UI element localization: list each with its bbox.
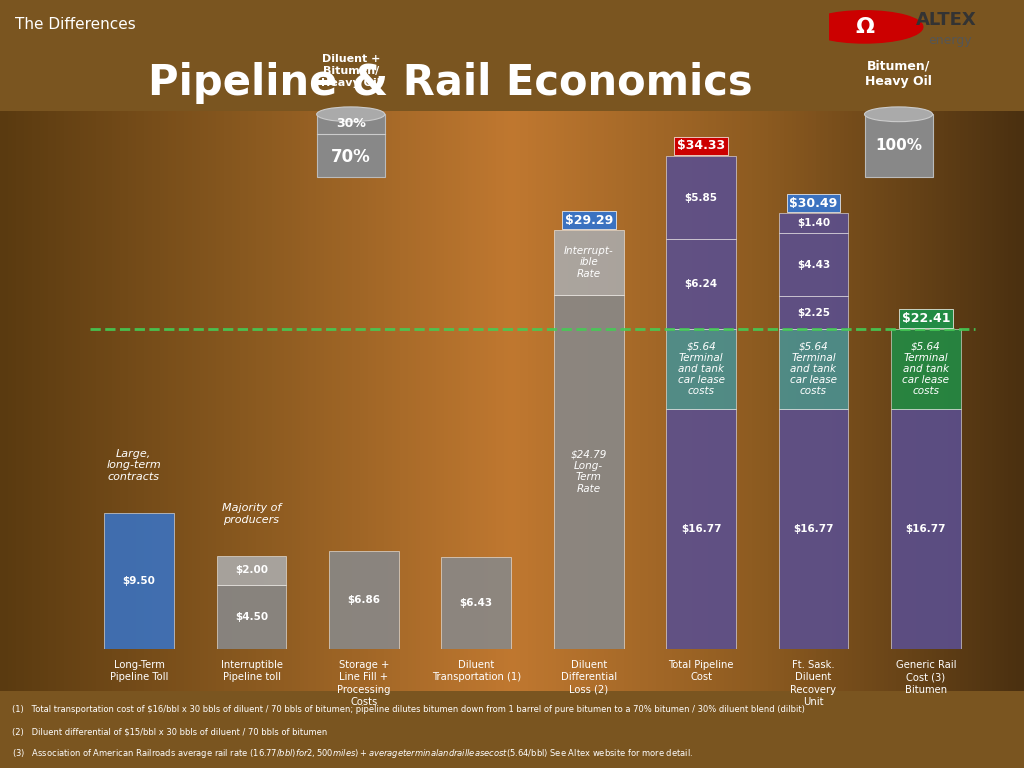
Text: $29.29: $29.29 [564,214,612,227]
Text: (3)   Association of American Railroads average rail rate ($16.77/bbl) for 2,500: (3) Association of American Railroads av… [12,747,693,760]
Text: $1.40: $1.40 [797,218,830,228]
Bar [667,409,736,649]
Bar [217,584,287,649]
Circle shape [806,11,923,43]
Bar [667,240,736,329]
Text: $9.50: $9.50 [123,576,156,586]
Text: $22.41: $22.41 [901,312,950,325]
Text: energy: energy [928,34,972,47]
Text: $5.64
Terminal
and tank
car lease
costs: $5.64 Terminal and tank car lease costs [678,342,725,396]
Text: $16.77: $16.77 [905,524,946,534]
Text: Large,
long-term
contracts: Large, long-term contracts [106,449,161,482]
Text: $6.86: $6.86 [347,595,380,605]
Text: $24.79
Long-
Term
Rate: $24.79 Long- Term Rate [570,450,607,494]
Text: $4.50: $4.50 [234,612,268,622]
Text: $30.49: $30.49 [790,197,838,210]
Text: 30%: 30% [336,117,366,130]
Text: $6.24: $6.24 [684,279,718,289]
Text: $4.43: $4.43 [797,260,830,270]
Bar [329,551,398,649]
Bar [441,557,511,649]
Text: $2.00: $2.00 [234,565,268,575]
Text: $34.33: $34.33 [677,139,725,152]
Ellipse shape [864,107,933,121]
Text: $2.25: $2.25 [797,307,830,317]
FancyBboxPatch shape [316,114,385,177]
Bar [778,214,848,233]
Text: (1)   Total transportation cost of $16/bbl x 30 bbls of diluent / 70 bbls of bit: (1) Total transportation cost of $16/bbl… [12,705,805,714]
Text: The Differences: The Differences [15,17,136,31]
Text: Pipeline & Rail Economics: Pipeline & Rail Economics [148,61,753,104]
Text: Bitumen/
Heavy Oil: Bitumen/ Heavy Oil [865,60,932,88]
Bar [778,296,848,329]
Bar [667,156,736,240]
Bar [778,329,848,409]
Text: Ω: Ω [855,17,873,37]
Bar [554,295,624,649]
Text: $16.77: $16.77 [681,524,721,534]
Bar [217,556,287,584]
Bar [554,230,624,295]
Text: ALTEX: ALTEX [915,12,977,29]
Text: $5.64
Terminal
and tank
car lease
costs: $5.64 Terminal and tank car lease costs [790,342,837,396]
Bar [891,409,961,649]
Bar [778,233,848,296]
Bar [891,329,961,409]
Text: 100%: 100% [876,138,922,153]
Bar [778,409,848,649]
Text: $5.85: $5.85 [685,193,718,203]
Text: $5.64
Terminal
and tank
car lease
costs: $5.64 Terminal and tank car lease costs [902,342,949,396]
FancyBboxPatch shape [864,114,933,177]
Text: Majority of
producers: Majority of producers [222,503,282,525]
Bar [104,513,174,649]
Text: Interrupt-
ible
Rate: Interrupt- ible Rate [564,247,613,279]
Ellipse shape [316,107,385,121]
Bar [667,329,736,409]
Text: Diluent +
Bitumen/
Heavy Oil: Diluent + Bitumen/ Heavy Oil [321,55,381,88]
Text: (2)   Diluent differential of $15/bbl x 30 bbls of diluent / 70 bbls of bitumen: (2) Diluent differential of $15/bbl x 30… [12,727,328,736]
Text: $6.43: $6.43 [460,598,493,608]
Text: 70%: 70% [331,147,371,166]
Text: $16.77: $16.77 [794,524,834,534]
